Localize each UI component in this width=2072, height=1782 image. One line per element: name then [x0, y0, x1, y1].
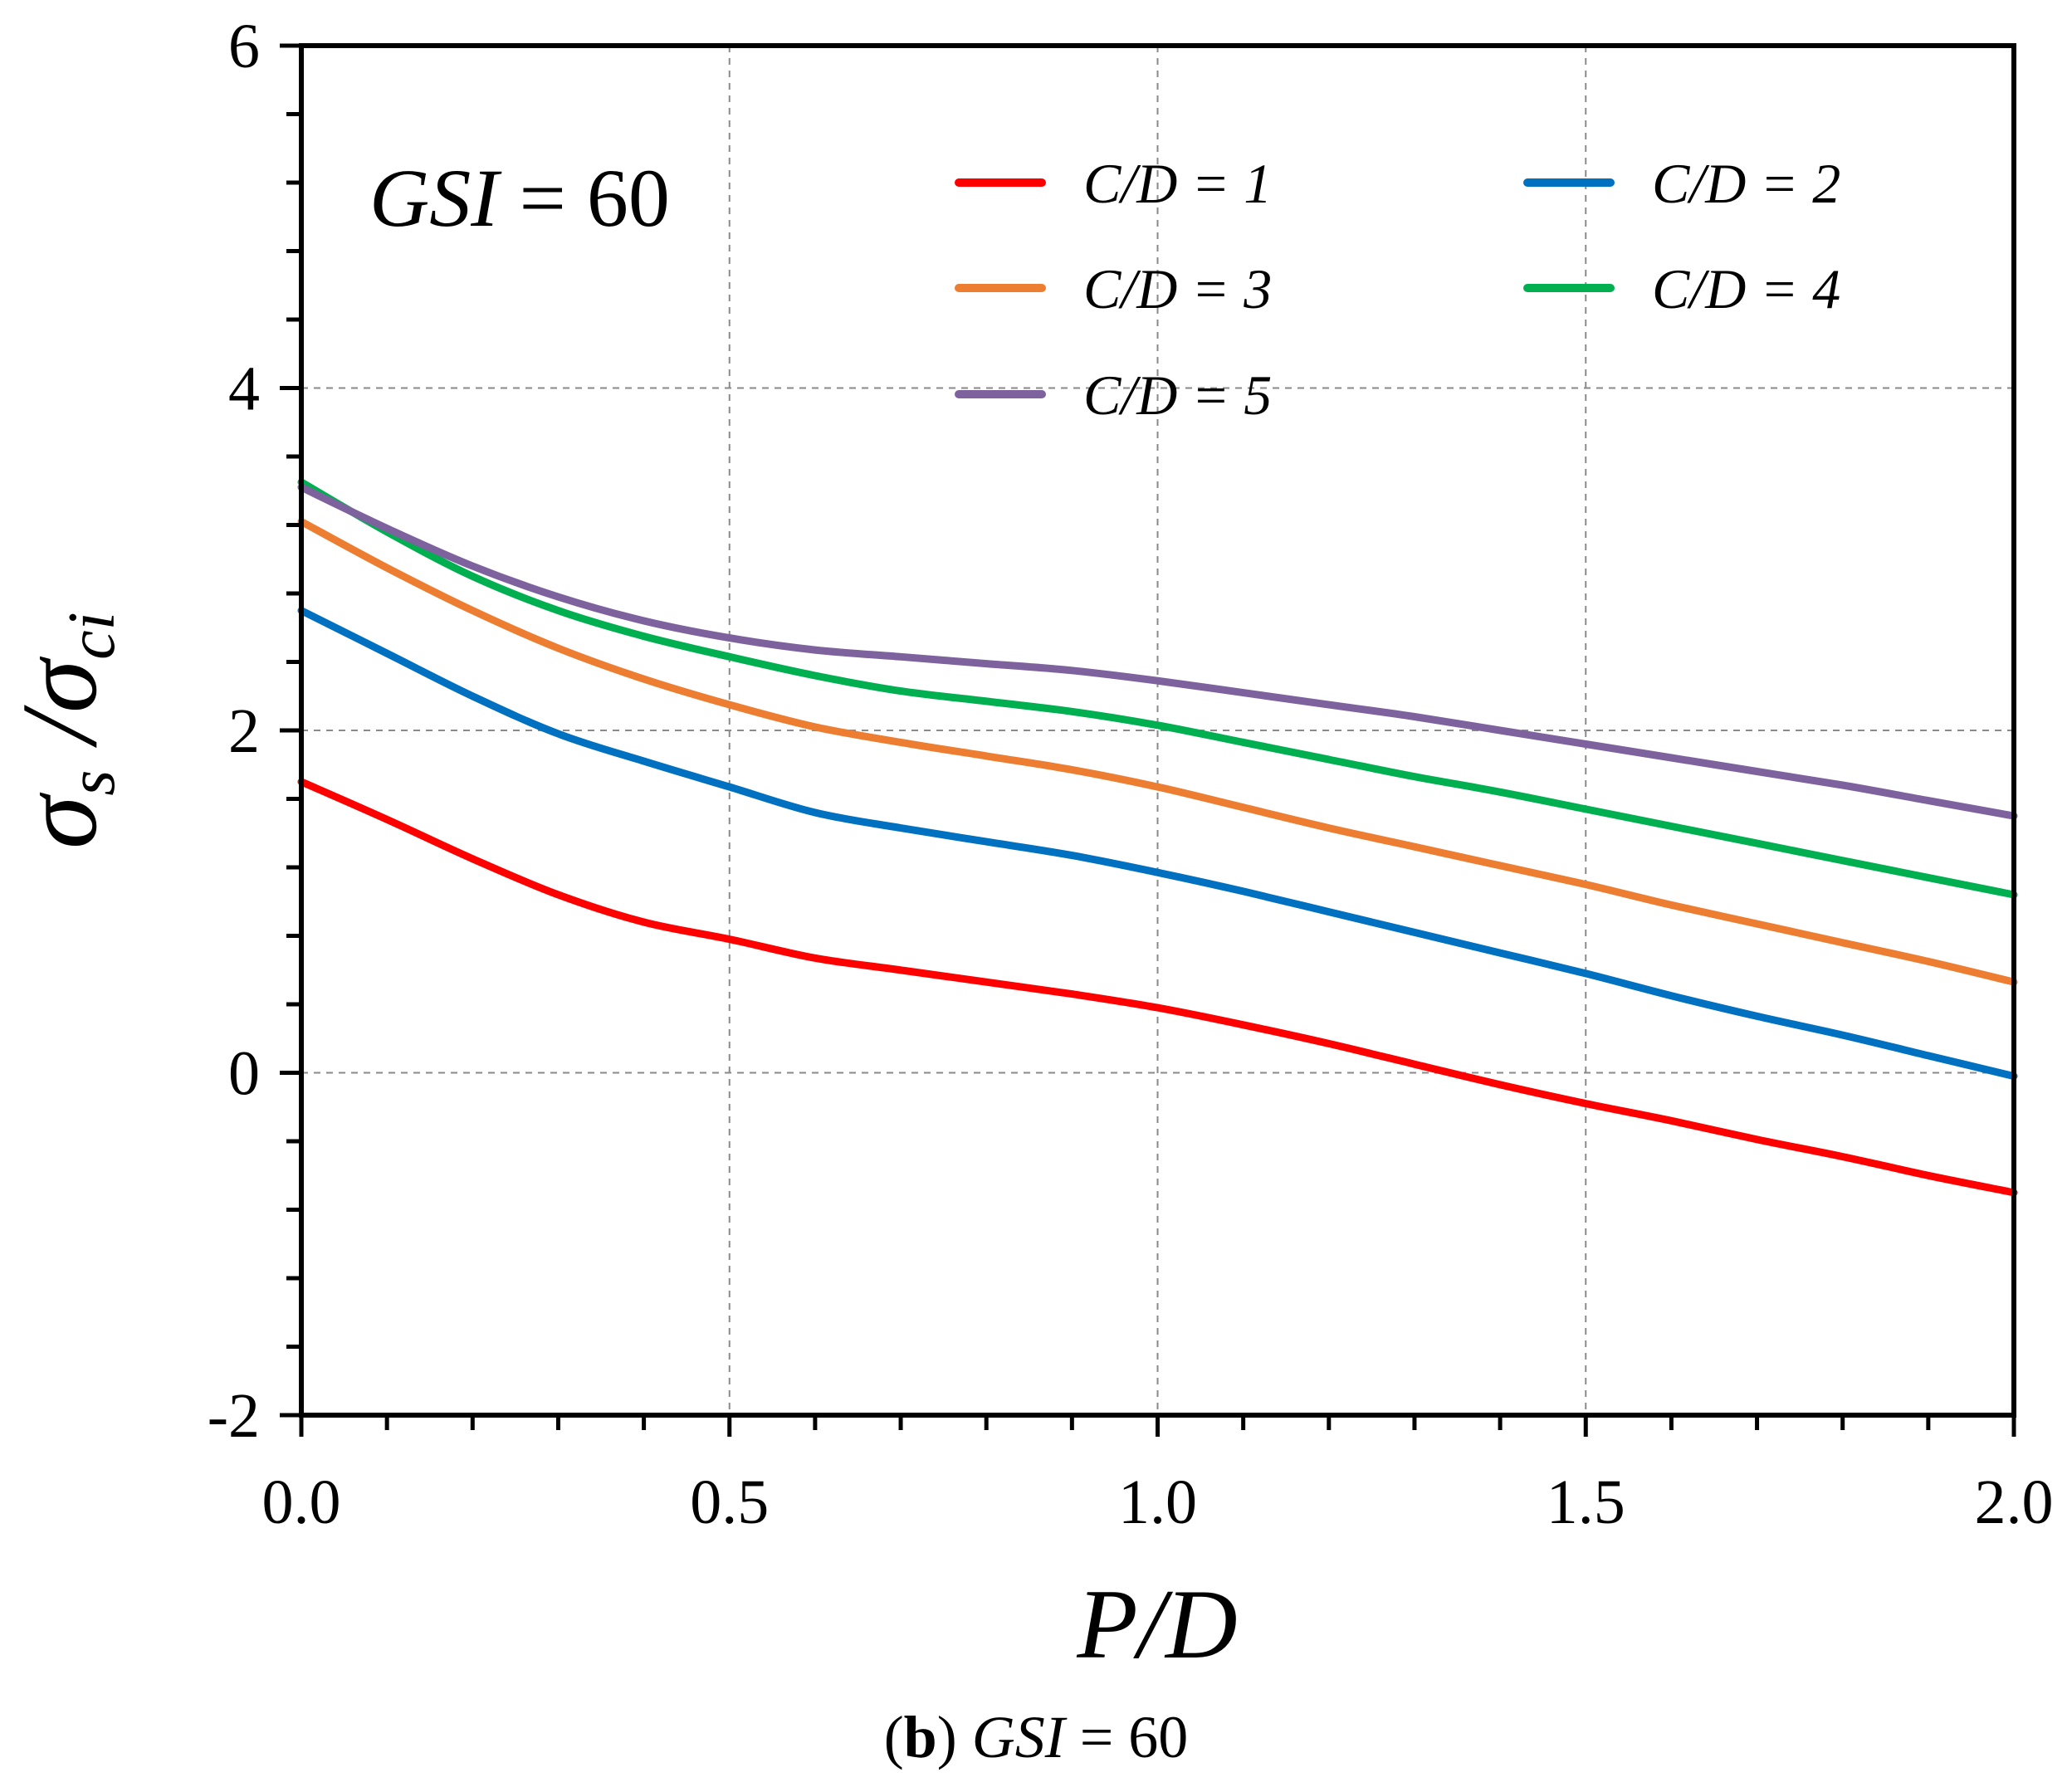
y-tick-labels: -2 0 2 4 6	[208, 12, 260, 1451]
grid-layer	[301, 46, 2014, 1415]
figure-caption: (b) GSI = 60	[884, 1704, 1189, 1770]
y-tick-label: 6	[228, 12, 260, 81]
x-tick-label: 2.0	[1975, 1467, 2054, 1537]
legend-label: C/D = 1	[1083, 152, 1272, 215]
series-line-5	[297, 483, 2018, 820]
y-axis-sigma-2: σ	[0, 656, 120, 713]
y-tick-label: 4	[228, 354, 260, 424]
series-line-3	[297, 517, 2018, 986]
legend-label: C/D = 4	[1652, 257, 1840, 320]
gsi-annotation-value: = 60	[499, 152, 670, 244]
y-axis-sigma-1: σ	[0, 792, 120, 849]
y-axis-slash: /	[0, 704, 120, 770]
x-tick-label: 0.0	[262, 1467, 341, 1537]
x-axis-title: P/D	[1076, 1569, 1237, 1679]
legend-label: C/D = 2	[1652, 152, 1840, 215]
series-line-2	[297, 607, 2018, 1081]
tick-layer	[280, 43, 2016, 1437]
x-tick-label: 1.5	[1547, 1467, 1625, 1537]
y-tick-label: 0	[228, 1039, 260, 1109]
series-layer	[297, 478, 2018, 1197]
x-tick-labels: 0.0 0.5 1.0 1.5 2.0	[262, 1467, 2054, 1537]
legend-label: C/D = 3	[1083, 257, 1272, 320]
x-tick-label: 0.5	[690, 1467, 769, 1537]
caption-letter: b	[904, 1704, 937, 1770]
x-tick-label: 1.0	[1118, 1467, 1197, 1537]
legend-label: C/D = 5	[1083, 364, 1272, 427]
caption-name: GSI	[972, 1704, 1068, 1770]
y-axis-sub-ci: ci	[56, 612, 129, 660]
caption-close: )	[937, 1704, 972, 1770]
series-line-1	[297, 778, 2018, 1197]
gsi-annotation: GSI = 60	[369, 152, 670, 244]
series-line-4	[297, 478, 2018, 899]
legend: C/D = 1 C/D = 2 C/D = 3 C/D = 4 C/D = 5	[955, 152, 1840, 427]
y-axis-title: σs /σci	[0, 612, 129, 849]
y-tick-label: 2	[228, 696, 260, 766]
caption-rest: = 60	[1065, 1704, 1189, 1770]
y-axis-sub-s: s	[56, 770, 129, 796]
y-tick-label: -2	[208, 1381, 260, 1451]
gsi-annotation-prefix: GSI	[369, 152, 502, 244]
caption-open: (	[884, 1704, 904, 1770]
